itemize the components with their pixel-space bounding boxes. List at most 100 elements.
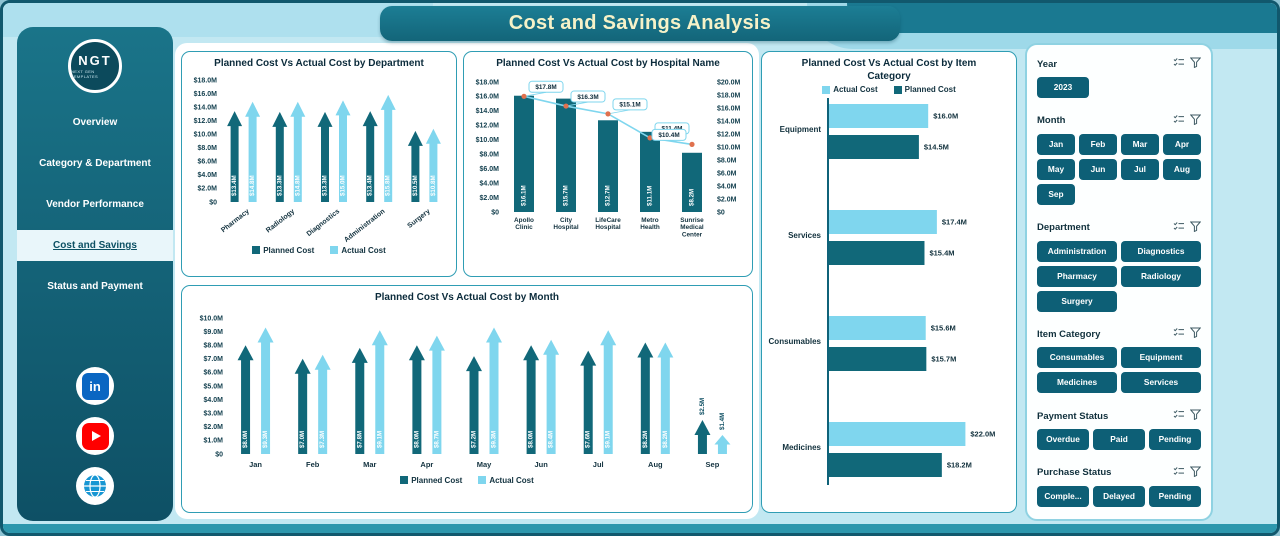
svg-text:$10.5M: $10.5M	[412, 175, 419, 196]
filter-option-jul[interactable]: Jul	[1121, 158, 1159, 180]
svg-text:$15.8M: $15.8M	[385, 175, 392, 196]
filter-option-aug[interactable]: Aug	[1163, 158, 1201, 180]
filter-option-administration[interactable]: Administration	[1037, 240, 1117, 262]
filter-option-2023[interactable]: 2023	[1037, 77, 1089, 98]
svg-text:Apr: Apr	[420, 460, 433, 469]
svg-text:$8.0M: $8.0M	[480, 151, 500, 158]
hospital-chart: $0 $2.0M $4.0M $6.0M $8.0M $10.0M $12.0M $14.0M…	[466, 72, 750, 248]
legend-item-actual-cost: Actual Cost	[478, 476, 534, 485]
legend-label: Planned Cost	[263, 245, 315, 255]
filter-icon[interactable]	[1189, 325, 1202, 343]
svg-text:$4.0M: $4.0M	[198, 172, 218, 179]
svg-text:$18.0M: $18.0M	[717, 92, 741, 99]
filter-section-purchase-status: Purchase Status Comple... Delayed Pending	[1037, 464, 1202, 507]
globe-icon[interactable]	[76, 467, 114, 505]
filter-section-label: Department	[1037, 222, 1090, 234]
svg-text:$8.7M: $8.7M	[433, 430, 440, 447]
filter-icon[interactable]	[1189, 407, 1202, 425]
filter-option-feb[interactable]: Feb	[1079, 133, 1117, 155]
filter-icon[interactable]	[1189, 464, 1202, 482]
svg-text:$9.0M: $9.0M	[204, 328, 224, 335]
svg-text:$10.4M: $10.4M	[658, 132, 679, 139]
svg-text:$8.2M: $8.2M	[689, 188, 696, 205]
filter-section-item-category: Item Category Consumables Equipment Medicin…	[1037, 325, 1202, 394]
filter-option-pharmacy[interactable]: Pharmacy	[1037, 265, 1117, 287]
svg-text:Consumables: Consumables	[769, 337, 822, 346]
legend-item-actual-cost: Actual Cost	[822, 85, 878, 94]
svg-text:$20.0M: $20.0M	[717, 79, 741, 86]
svg-text:Apollo: Apollo	[514, 217, 534, 224]
svg-text:Clinic: Clinic	[515, 224, 533, 231]
filter-option-overdue[interactable]: Overdue	[1037, 429, 1089, 451]
item-category-chart-title: Planned Cost Vs Actual Cost by Item Cate…	[801, 58, 977, 82]
svg-text:Jun: Jun	[534, 460, 548, 469]
linkedin-glyph: in	[81, 372, 109, 400]
select-all-icon[interactable]	[1173, 219, 1185, 237]
sidebar-nav: Overview Category & Department Vendor Perf…	[17, 107, 173, 302]
sidebar-item-category-department[interactable]: Category & Department	[39, 158, 151, 169]
youtube-icon[interactable]	[76, 417, 114, 455]
select-all-icon[interactable]	[1173, 112, 1185, 130]
svg-text:$2.0M: $2.0M	[198, 185, 218, 192]
filter-option-mar[interactable]: Mar	[1121, 133, 1159, 155]
svg-text:$13.4M: $13.4M	[231, 175, 238, 196]
filter-option-jun[interactable]: Jun	[1079, 158, 1117, 180]
decor-bottom-band	[3, 524, 1277, 533]
filter-option-pending[interactable]: Pending	[1149, 485, 1201, 507]
filter-option-jan[interactable]: Jan	[1037, 133, 1075, 155]
filter-option-surgery[interactable]: Surgery	[1037, 290, 1117, 312]
filter-option-may[interactable]: May	[1037, 158, 1075, 180]
item-category-chart: Equipment $16.0M $14.5M Services $17.4M $15.4…	[764, 94, 1014, 496]
svg-text:City: City	[560, 217, 573, 224]
svg-text:$9.3M: $9.3M	[491, 430, 498, 447]
hospital-chart-title: Planned Cost Vs Actual Cost by Hospital …	[496, 58, 720, 69]
svg-text:$16.0M: $16.0M	[194, 90, 218, 97]
legend-label: Actual Cost	[833, 85, 878, 94]
filter-icon[interactable]	[1189, 55, 1202, 73]
filter-option-pending[interactable]: Pending	[1149, 429, 1201, 451]
filter-option-equipment[interactable]: Equipment	[1121, 347, 1201, 369]
svg-text:$12.0M: $12.0M	[717, 131, 741, 138]
filter-section-department: Department Administration Diagnostics Pharm…	[1037, 219, 1202, 312]
svg-text:$8.0M: $8.0M	[717, 157, 737, 164]
svg-text:$18.0M: $18.0M	[194, 77, 218, 84]
svg-text:$12.0M: $12.0M	[476, 122, 500, 129]
filter-option-apr[interactable]: Apr	[1163, 133, 1201, 155]
filter-option-paid[interactable]: Paid	[1093, 429, 1145, 451]
svg-text:$18.0M: $18.0M	[476, 79, 500, 86]
month-chart-title: Planned Cost Vs Actual Cost by Month	[374, 292, 560, 303]
svg-text:Medical: Medical	[680, 224, 704, 231]
legend-item-actual-cost: Actual Cost	[330, 246, 386, 255]
filter-option-medicines[interactable]: Medicines	[1037, 372, 1117, 394]
svg-text:$4.0M: $4.0M	[204, 396, 224, 403]
filter-option-services[interactable]: Services	[1121, 372, 1201, 394]
filter-section-label: Item Category	[1037, 328, 1101, 340]
sidebar-item-cost-and-savings[interactable]: Cost and Savings	[17, 230, 173, 261]
select-all-icon[interactable]	[1173, 325, 1185, 343]
filter-option-comple[interactable]: Comple...	[1037, 485, 1089, 507]
hospital-chart-panel: Planned Cost Vs Actual Cost by Hospital …	[463, 51, 753, 277]
select-all-icon[interactable]	[1173, 407, 1185, 425]
filter-icon[interactable]	[1189, 219, 1202, 237]
select-all-icon[interactable]	[1173, 464, 1185, 482]
svg-text:$8.0M: $8.0M	[198, 145, 218, 152]
sidebar-item-vendor-performance[interactable]: Vendor Performance	[46, 199, 144, 210]
svg-text:$8.2M: $8.2M	[662, 430, 669, 447]
svg-text:Diagnostics: Diagnostics	[306, 208, 342, 238]
sidebar-item-overview[interactable]: Overview	[72, 117, 118, 128]
select-all-icon[interactable]	[1173, 55, 1185, 73]
filter-option-sep[interactable]: Sep	[1037, 183, 1075, 205]
filter-option-diagnostics[interactable]: Diagnostics	[1121, 240, 1201, 262]
filter-option-radiology[interactable]: Radiology	[1121, 265, 1201, 287]
filter-icon[interactable]	[1189, 112, 1202, 130]
filter-option-consumables[interactable]: Consumables	[1037, 347, 1117, 369]
svg-text:$7.3M: $7.3M	[319, 430, 326, 447]
linkedin-icon[interactable]: in	[76, 367, 114, 405]
filter-option-delayed[interactable]: Delayed	[1093, 485, 1145, 507]
legend-swatch	[252, 246, 261, 254]
svg-text:Medicines: Medicines	[782, 443, 821, 452]
svg-text:$0: $0	[717, 209, 725, 216]
svg-text:$11.1M: $11.1M	[647, 185, 654, 205]
sidebar-item-status-and-payment[interactable]: Status and Payment	[47, 281, 143, 292]
svg-text:$17.4M: $17.4M	[942, 218, 967, 227]
